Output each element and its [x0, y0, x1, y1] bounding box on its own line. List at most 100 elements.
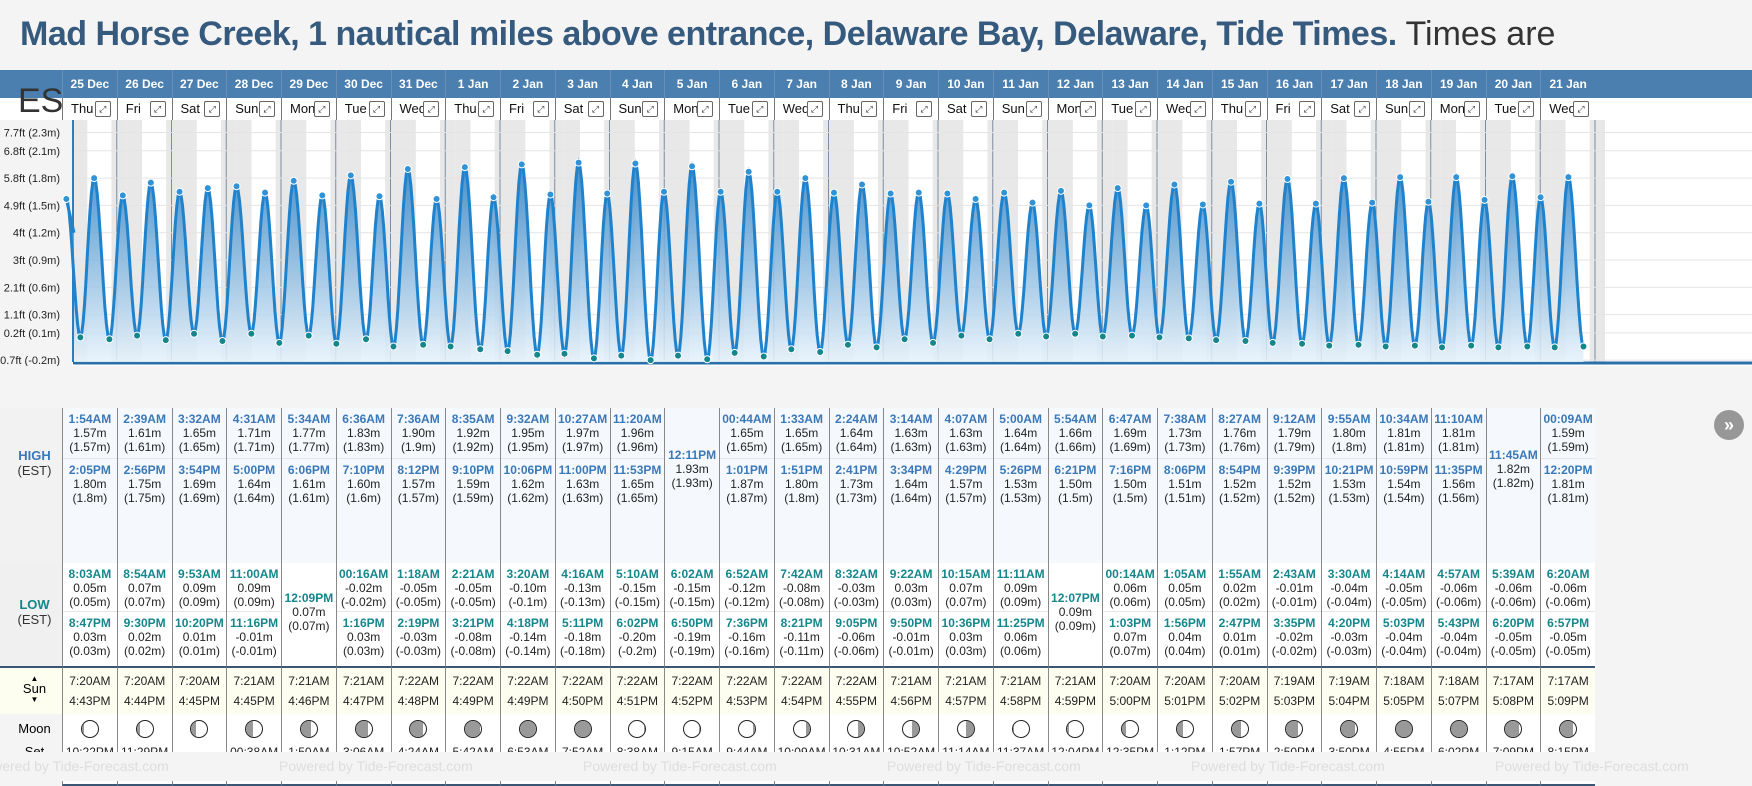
low-tide-height-alt: (-0.14m) [505, 644, 551, 658]
sunset-time: 4:43PM [69, 694, 111, 708]
high-tide-point [829, 188, 838, 197]
sunset-time: 4:44PM [123, 694, 166, 708]
high-tide-cell: 6:36AM 1.83m (1.83m) 7:10PM 1.60m (1.6m) [335, 408, 391, 563]
expand-day-icon[interactable]: ⤢ [751, 101, 768, 117]
low-tide-time: 6:52AM [725, 567, 769, 581]
low-tide-time: 8:32AM [835, 567, 878, 581]
expand-day-icon[interactable]: ⤢ [1354, 101, 1370, 117]
expand-day-icon[interactable]: ⤢ [1189, 101, 1206, 117]
weekday-label: Fri [1275, 101, 1291, 116]
moon-phase-icon [573, 720, 592, 738]
high-tide-height: 1.96m [620, 426, 655, 440]
high-tide-cell: 1:54AM 1.57m (1.57m) 2:05PM 1.80m (1.8m) [62, 408, 117, 563]
expand-day-icon[interactable]: ⤢ [697, 101, 713, 117]
sun-cell: 7:22AM 4:53PM [719, 666, 774, 714]
expand-day-icon[interactable]: ⤢ [313, 101, 330, 117]
high-tide-entry: 7:38AM 1.73m (1.73m) [1158, 408, 1212, 454]
expand-day-icon[interactable]: ⤢ [532, 101, 549, 117]
low-tide-cell: 4:14AM -0.05m (-0.05m) 5:03PM -0.04m (-0.04m) [1376, 563, 1431, 666]
expand-day-icon[interactable]: ⤢ [368, 101, 385, 117]
high-tide-point [1255, 199, 1264, 208]
high-tide-point [688, 162, 697, 171]
high-tide-height-alt: (1.61m) [288, 491, 330, 505]
expand-day-icon[interactable]: ⤢ [94, 101, 111, 117]
low-tide-point [1014, 329, 1023, 338]
low-tide-height: 0.02m [1222, 581, 1257, 595]
expand-day-icon[interactable]: ⤢ [1025, 101, 1042, 117]
expand-day-icon[interactable]: ⤢ [259, 101, 275, 117]
y-tick-label: 4.9ft (1.5m) [4, 200, 60, 212]
moon-shadow [912, 721, 920, 737]
moon-shadow [965, 721, 974, 737]
low-tide-height-alt: (-0.08m) [450, 644, 496, 658]
high-tide-point [403, 164, 412, 173]
high-tide-point [857, 180, 866, 189]
high-tide-point [146, 178, 155, 187]
low-tide-entry: 6:50PM -0.19m (-0.19m) [665, 611, 719, 658]
expand-day-icon[interactable]: ⤢ [1080, 101, 1097, 117]
expand-day-icon[interactable]: ⤢ [1135, 101, 1151, 117]
low-tide-point [646, 356, 655, 365]
low-tide-time: 6:57PM [1547, 616, 1590, 630]
expand-day-icon[interactable]: ⤢ [478, 101, 494, 117]
low-tide-height: -0.08m [454, 630, 492, 644]
high-tide-height-alt: (1.81m) [1547, 491, 1589, 505]
low-tide-cell: 1:18AM -0.05m (-0.05m) 2:19PM -0.03m (-0.03m) [390, 563, 446, 666]
date-header: 27 Dec [171, 70, 227, 98]
low-tide-height-alt: (0.03m) [69, 644, 111, 658]
low-tide-point [1410, 341, 1419, 350]
expand-day-icon[interactable]: ⤢ [1518, 101, 1535, 117]
low-tide-height: -0.14m [509, 630, 547, 644]
expand-day-icon[interactable]: ⤢ [1299, 101, 1316, 117]
high-tide-height-alt: (1.64m) [999, 440, 1042, 454]
weekday-label: Thu [1220, 101, 1244, 116]
low-tide-height-alt: (0.09m) [178, 595, 221, 609]
low-tide-cell: 5:10AM -0.15m (-0.15m) 6:02PM -0.20m (-0.2m) [609, 563, 665, 666]
expand-day-icon[interactable]: ⤢ [1408, 101, 1425, 117]
high-tide-time: 11:10AM [1434, 412, 1483, 426]
high-tide-point [1508, 172, 1517, 181]
high-tide-height: 1.63m [565, 477, 600, 491]
high-tide-point [1396, 173, 1405, 182]
high-tide-cell: 12:11PM 1.93m (1.93m) [664, 408, 719, 563]
moon-phase-icon [354, 720, 373, 738]
expand-day-icon[interactable]: ⤢ [1573, 101, 1589, 117]
low-tide-height: -0.18m [563, 630, 602, 644]
moon-phase-icon [1011, 720, 1030, 738]
high-tide-height: 1.59m [1551, 426, 1585, 440]
sunset-time: 4:55PM [835, 694, 878, 708]
date-header: 6 Jan [719, 70, 774, 98]
expand-day-icon[interactable]: ⤢ [916, 101, 932, 117]
date-header: 2 Jan [500, 70, 555, 98]
sun-cell: 7:20AM 5:00PM [1102, 666, 1157, 714]
page-title: Mad Horse Creek, 1 nautical miles above … [20, 12, 1555, 56]
high-tide-time: 11:45AM [1489, 448, 1538, 462]
date-header: 31 Dec [390, 70, 446, 98]
date-header: 25 Dec [62, 70, 117, 98]
low-tide-height: -0.02m [1275, 630, 1314, 644]
expand-day-icon[interactable]: ⤢ [642, 101, 659, 117]
expand-day-icon[interactable]: ⤢ [204, 101, 221, 117]
expand-day-icon[interactable]: ⤢ [1244, 101, 1261, 117]
high-tide-point [375, 192, 384, 201]
next-days-button[interactable]: » [1714, 410, 1744, 440]
expand-day-icon[interactable]: ⤢ [587, 101, 604, 117]
expand-day-icon[interactable]: ⤢ [149, 101, 166, 117]
high-tide-entry: 10:34AM 1.81m (1.81m) [1377, 408, 1431, 454]
y-tick-label: 7.7ft (2.3m) [4, 128, 60, 140]
expand-day-icon[interactable]: ⤢ [1463, 101, 1480, 117]
low-tide-cell: 9:53AM 0.09m (0.09m) 10:20PM 0.01m (0.01m) [171, 563, 227, 666]
high-tide-cell: 1:33AM 1.65m (1.65m) 1:51PM 1.80m (1.8m) [773, 408, 829, 563]
moon-phase-icon [902, 720, 921, 738]
low-tide-height: 0.01m [1222, 630, 1257, 644]
low-tide-height-alt: (-0.06m) [1545, 595, 1591, 609]
high-tide-height: 1.62m [511, 477, 545, 491]
expand-day-icon[interactable]: ⤢ [970, 101, 987, 117]
low-tide-time: 11:00AM [229, 567, 279, 581]
date-header: 10 Jan [938, 70, 993, 98]
sunrise-time: 7:20AM [178, 674, 221, 688]
expand-day-icon[interactable]: ⤢ [861, 101, 878, 117]
expand-day-icon[interactable]: ⤢ [423, 101, 440, 117]
expand-day-icon[interactable]: ⤢ [806, 101, 823, 117]
low-tide-height: 0.06m [1113, 581, 1147, 595]
